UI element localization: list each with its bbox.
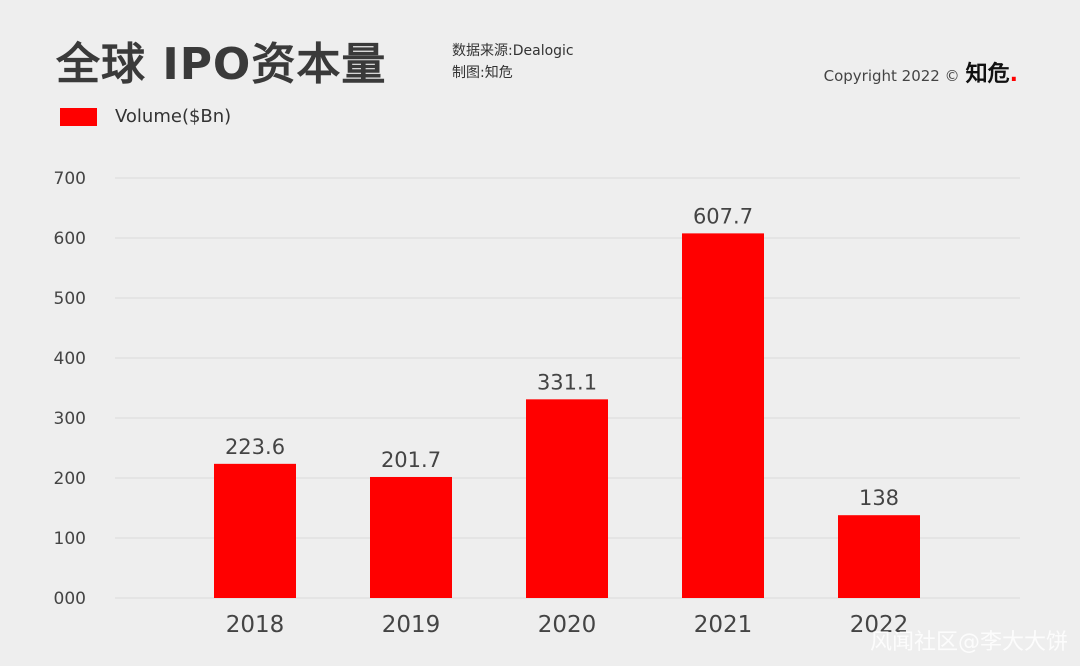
copyright-text: Copyright 2022 © [823,67,960,85]
chart-title: 全球 IPO资本量 [56,39,387,90]
data-labels: 223.6 201.7 331.1 607.7 138 [225,204,899,510]
y-tick-label: 400 [54,349,86,369]
data-label: 223.6 [225,435,285,459]
x-tick-label: 2019 [382,612,441,638]
bar [370,476,452,598]
data-label: 201.7 [381,448,441,472]
chart-author: 制图:知危 [452,65,513,81]
x-tick-label: 2018 [226,612,285,638]
bar [682,233,764,598]
y-tick-label: 300 [54,409,86,429]
legend-label: Volume($Bn) [115,106,232,127]
y-tick-label: 000 [54,589,86,609]
legend-swatch [60,107,97,126]
y-axis-ticks: 000 100 200 300 400 500 600 700 [54,169,86,609]
data-label: 607.7 [693,204,753,228]
bars [214,233,920,598]
copyright: Copyright 2022 © 知危. [824,56,1018,88]
x-tick-label: 2021 [694,612,753,638]
data-label: 138 [859,486,899,510]
x-axis-ticks: 2018 2019 2020 2021 2022 [226,612,909,638]
y-tick-label: 700 [54,169,86,189]
watermark: 风闻社区@李大大饼 [869,630,1068,655]
data-label: 331.1 [537,370,597,394]
y-tick-label: 200 [54,469,86,489]
bar [214,463,296,598]
legend: Volume($Bn) [60,106,231,127]
y-tick-label: 500 [54,289,86,309]
brand-logo: 知危. [965,62,1018,87]
y-tick-label: 100 [54,529,86,549]
bar [838,515,920,598]
y-tick-label: 600 [54,229,86,249]
source-info: 数据来源:Dealogic 制图:知危 [452,40,574,84]
x-tick-label: 2020 [538,612,597,638]
x-tick-label: 2022 [850,612,909,638]
data-source: 数据来源:Dealogic [452,43,574,59]
bar [526,399,608,598]
